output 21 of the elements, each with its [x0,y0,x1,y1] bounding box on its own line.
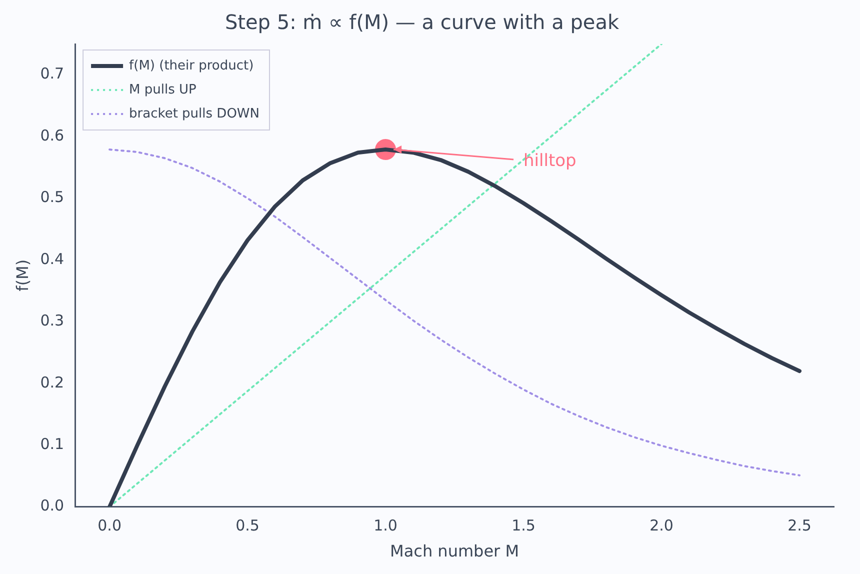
y-tick-label: 0.6 [40,126,64,144]
x-tick-label: 1.5 [512,516,536,535]
y-tick-label: 0.1 [40,434,64,453]
x-tick-label: 0.0 [98,516,122,535]
x-tick-label: 2.5 [788,516,812,535]
chart-title: Step 5: ṁ ∝ f(M) — a curve with a peak [224,10,620,34]
x-tick-label: 0.5 [236,516,260,535]
y-tick-label: 0.2 [40,373,64,392]
x-axis-title: Mach number M [390,542,520,561]
legend-label: bracket pulls DOWN [129,106,260,122]
annotation: hilltop [524,150,576,171]
x-tick-label: 2.0 [650,516,674,535]
y-tick-label: 0.5 [40,188,64,206]
legend-label: f(M) (their product) [129,58,254,74]
y-axis-title: f(M) [12,259,32,292]
y-tick-label: 0.4 [40,250,64,268]
y-tick-label: 0.3 [40,312,64,330]
x-tick-label: 1.0 [374,516,398,535]
y-tick-label: 0.0 [40,496,64,515]
y-tick-label: 0.7 [40,64,64,83]
legend-label: M pulls UP [129,82,197,98]
